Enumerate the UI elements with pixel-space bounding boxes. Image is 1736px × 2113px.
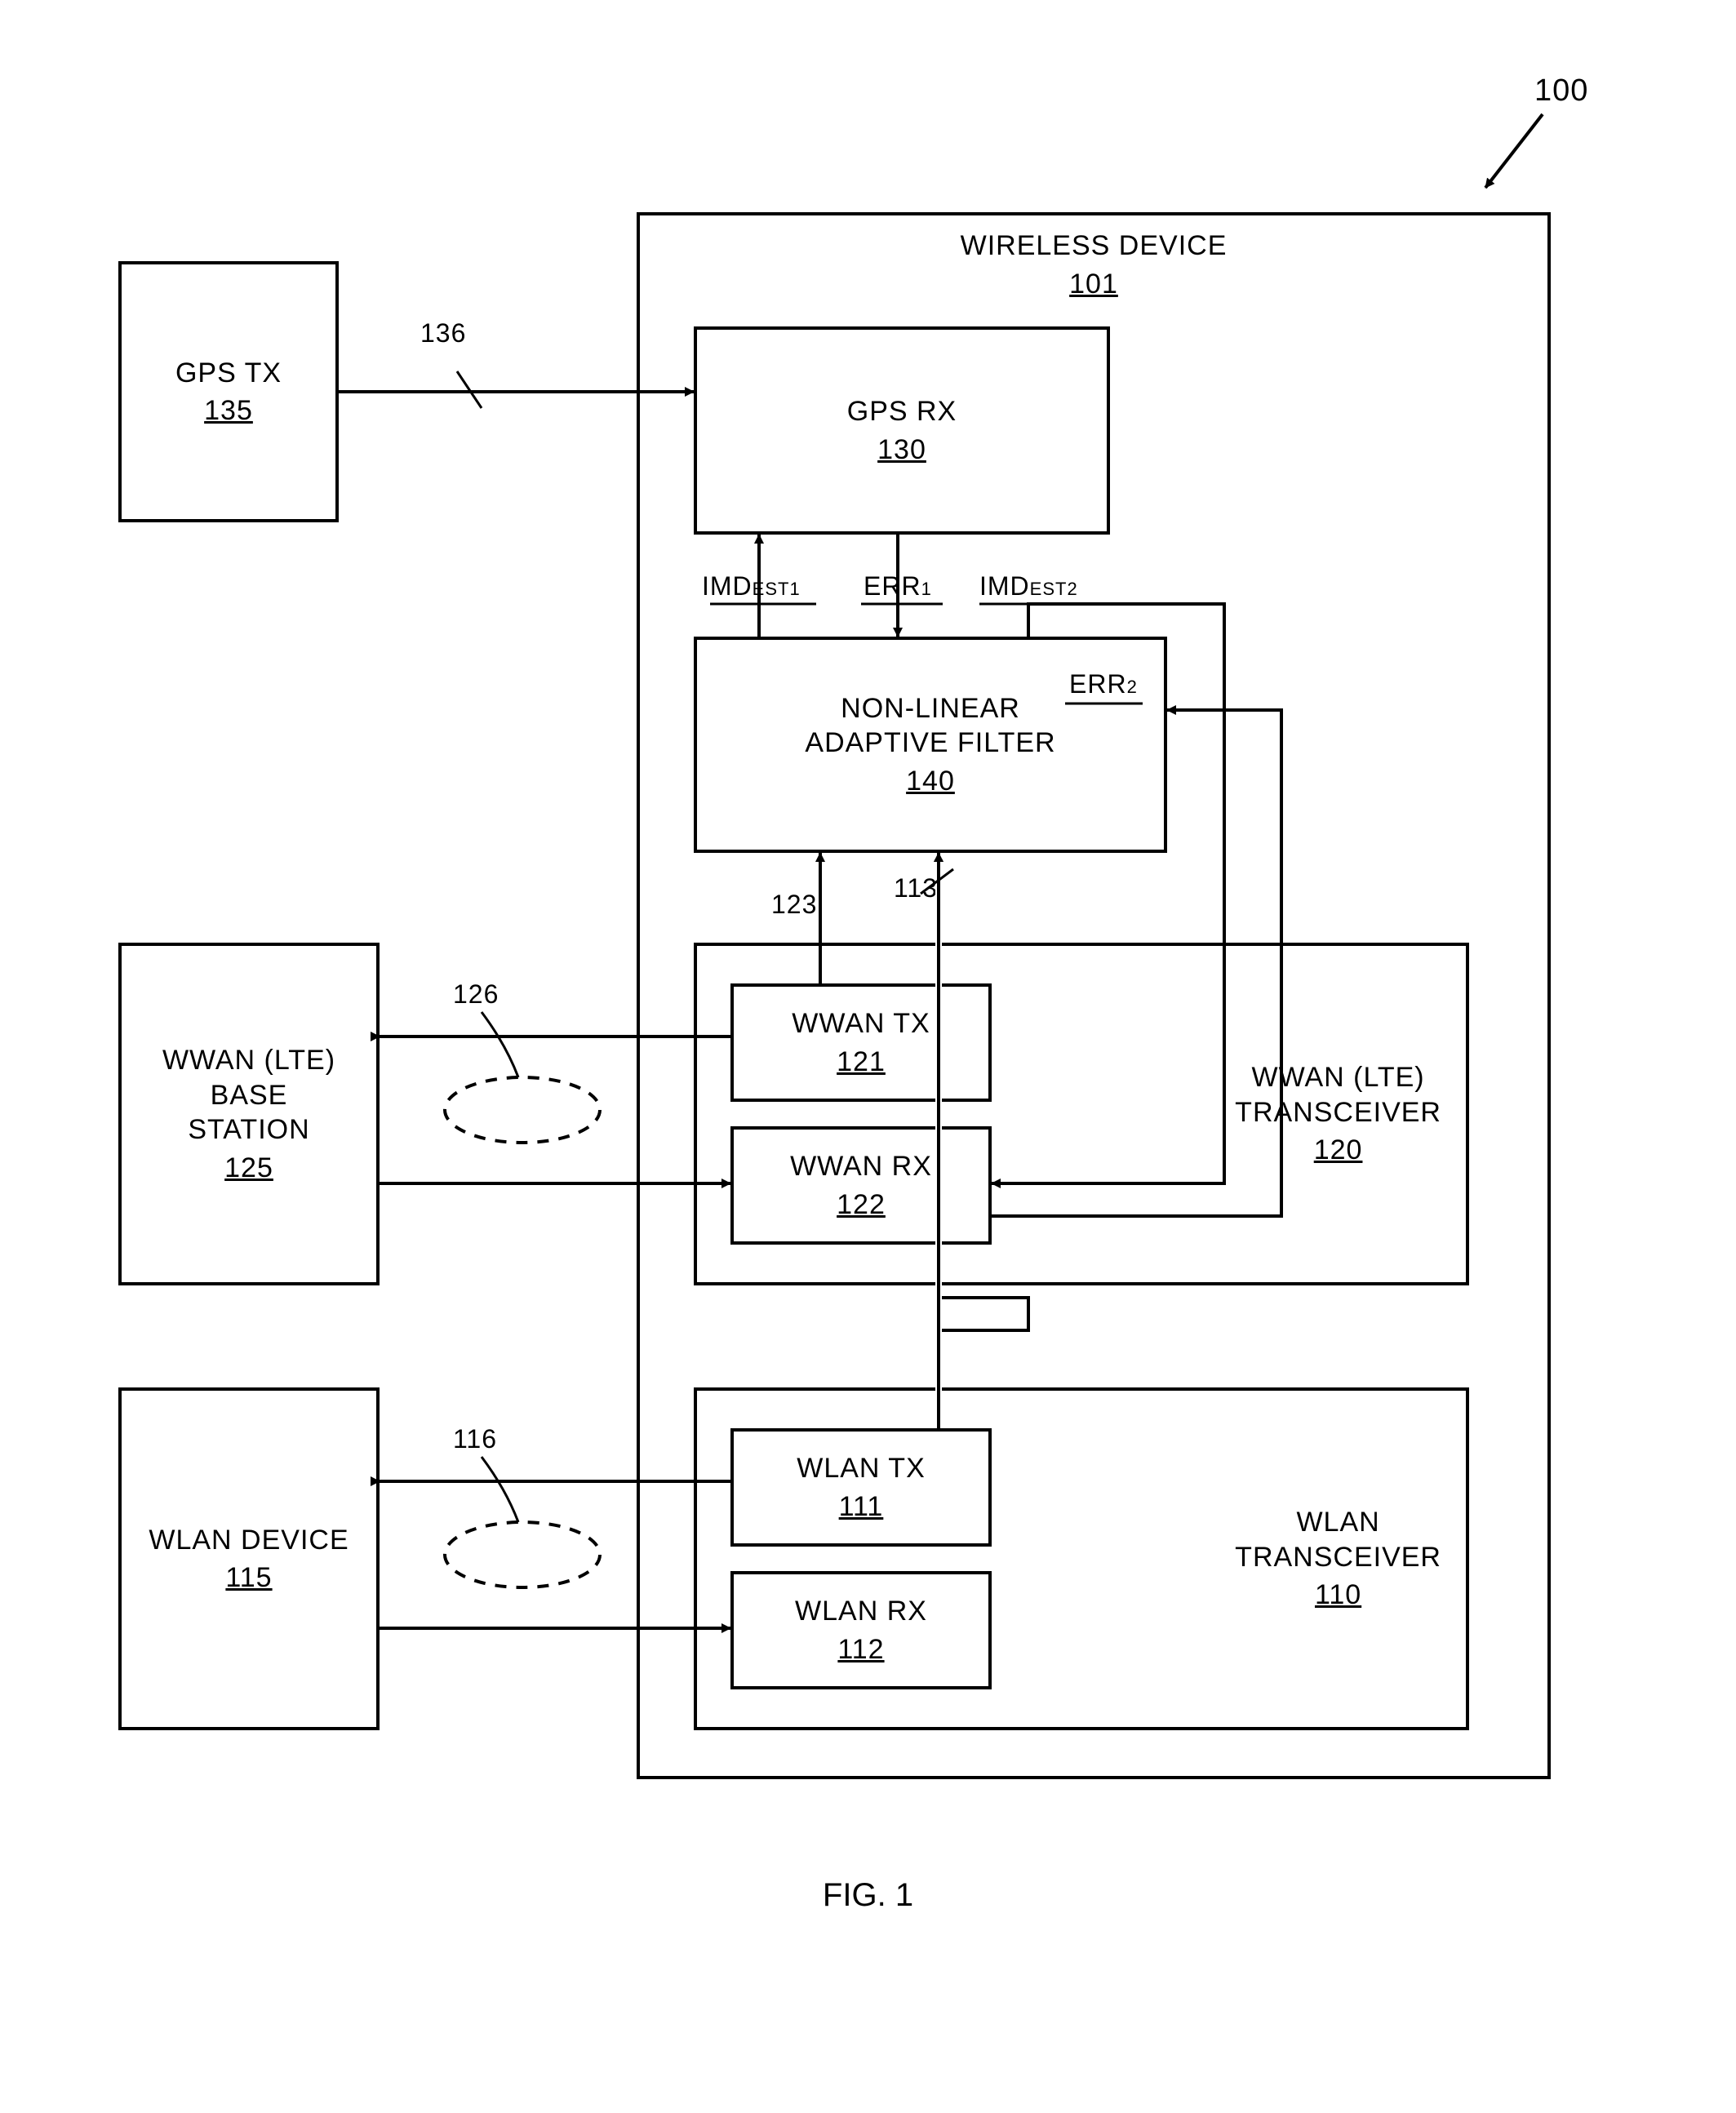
wwan-bs-box: WWAN (LTE) BASE STATION 125 [118, 943, 380, 1285]
wwan-xcvr-line1: WWAN (LTE) [1252, 1062, 1425, 1093]
wireless-device-ref: 101 [961, 267, 1228, 302]
wwan-rx-title: WWAN RX [790, 1151, 932, 1182]
gps-tx-ref: 135 [175, 393, 282, 428]
wlan-tx-label: WLAN TX 111 [797, 1451, 926, 1524]
wwan-rx-box: WWAN RX 122 [730, 1126, 992, 1245]
wlan-rx-box: WLAN RX 112 [730, 1571, 992, 1689]
wwan-tx-label: WWAN TX 121 [792, 1006, 930, 1079]
gps-rx-label: GPS RX 130 [847, 394, 957, 467]
wlan-tx-title: WLAN TX [797, 1453, 926, 1484]
gps-rx-ref: 130 [847, 433, 957, 468]
wwan-rx-ref: 122 [790, 1187, 932, 1223]
wwan-bs-ref: 125 [122, 1151, 376, 1186]
gps-tx-title: GPS TX [175, 357, 282, 388]
wlan-xcvr-label: WLAN TRANSCEIVER 110 [1235, 1505, 1441, 1613]
wwan-bs-label: WWAN (LTE) BASE STATION 125 [122, 1043, 376, 1185]
filter-line1: NON-LINEAR [841, 693, 1020, 724]
wlan-xcvr-line2: TRANSCEIVER [1235, 1542, 1441, 1573]
gps-tx-box: GPS TX 135 [118, 261, 339, 522]
wwan-rx-label: WWAN RX 122 [790, 1149, 932, 1222]
s113-label: 113 [894, 873, 938, 903]
s136-label: 136 [420, 318, 466, 348]
wwan-tx-ref: 121 [792, 1045, 930, 1080]
diagram-page: 100 WIRELESS DEVICE 101 GPS TX 135 GPS R… [0, 0, 1736, 2113]
figure-caption: FIG. 1 [823, 1877, 913, 1914]
gps-rx-title: GPS RX [847, 396, 957, 427]
wlan-dev-ref: 115 [149, 1560, 349, 1596]
wlan-rx-label: WLAN RX 112 [795, 1594, 927, 1667]
wwan-xcvr-ref: 120 [1235, 1133, 1441, 1168]
filter-label: NON-LINEAR ADAPTIVE FILTER 140 [805, 691, 1055, 799]
imd-est1-label: IMDEST1 [702, 571, 801, 601]
wwan-bs-line2: STATION [188, 1114, 309, 1145]
wlan-dev-title: WLAN DEVICE [149, 1525, 349, 1556]
wireless-device-label: WIRELESS DEVICE 101 [961, 229, 1228, 301]
s126-label: 126 [453, 979, 499, 1010]
system-ref: 100 [1534, 73, 1588, 109]
wwan-tx-box: WWAN TX 121 [730, 983, 992, 1102]
wlan-rx-title: WLAN RX [795, 1596, 927, 1627]
wwan-bs-line1: WWAN (LTE) BASE [162, 1045, 335, 1111]
wlan-xcvr-ref: 110 [1235, 1578, 1441, 1613]
s123-label: 123 [771, 890, 817, 920]
wlan-tx-box: WLAN TX 111 [730, 1428, 992, 1547]
wlan-tx-ref: 111 [797, 1489, 926, 1525]
gps-rx-box: GPS RX 130 [694, 326, 1110, 535]
wwan-xcvr-label: WWAN (LTE) TRANSCEIVER 120 [1235, 1060, 1441, 1168]
err2-label: ERR2 [1069, 669, 1138, 699]
wlan-rx-ref: 112 [795, 1632, 927, 1667]
wwan-xcvr-line2: TRANSCEIVER [1235, 1097, 1441, 1128]
wlan-xcvr-line1: WLAN [1296, 1507, 1379, 1538]
wwan-tx-title: WWAN TX [792, 1008, 930, 1039]
wireless-device-title: WIRELESS DEVICE [961, 230, 1228, 261]
filter-ref: 140 [805, 764, 1055, 799]
imd-est2-label: IMDEST2 [979, 571, 1078, 601]
gps-tx-label: GPS TX 135 [175, 356, 282, 428]
wlan-dev-box: WLAN DEVICE 115 [118, 1387, 380, 1730]
err1-label: ERR1 [864, 571, 932, 601]
filter-line2: ADAPTIVE FILTER [805, 727, 1055, 758]
s116-label: 116 [453, 1424, 497, 1454]
wlan-dev-label: WLAN DEVICE 115 [149, 1523, 349, 1596]
